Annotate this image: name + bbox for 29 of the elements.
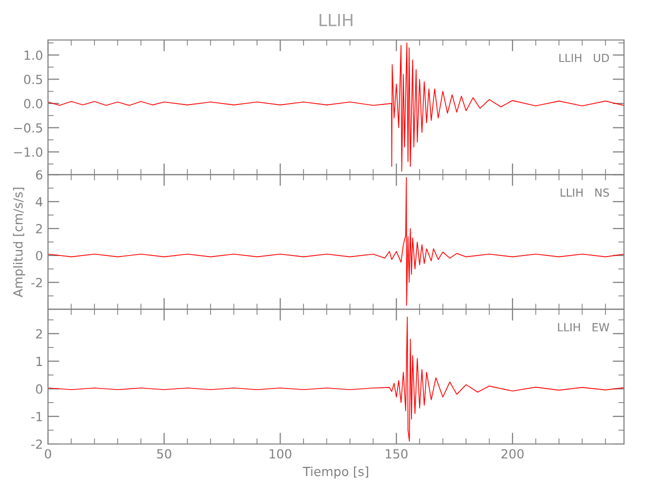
y-tick-label: 0	[36, 250, 42, 260]
y-tick-label: -2	[31, 439, 42, 449]
line-series	[48, 42, 624, 172]
x-tick-label: 0	[44, 449, 52, 459]
y-tick-label: −0.5	[14, 123, 42, 133]
y-tick-label: -2	[31, 278, 42, 288]
y-tick-label: 0.0	[24, 98, 42, 108]
x-tick-label: 100	[270, 449, 292, 459]
y-tick-label: 0	[36, 384, 42, 394]
chart-title: LLIH	[320, 14, 352, 26]
x-tick-label: 150	[386, 449, 408, 459]
y-tick-label: −1.0	[14, 147, 42, 157]
y-axis-title: Amplitud [cm/s/s]	[13, 188, 26, 298]
line-series	[48, 176, 624, 306]
y-tick-label: 4	[36, 197, 42, 206]
y-tick-label: 6	[36, 170, 42, 180]
y-tick-label: -1	[31, 412, 42, 422]
x-tick-label: 200	[502, 449, 524, 459]
x-axis-title: Tiempo [s]	[302, 466, 368, 479]
x-tick-label: 50	[157, 449, 172, 459]
annotation: LLIH EW	[558, 323, 610, 332]
y-tick-label: 1.0	[24, 50, 42, 60]
annotation: LLIH UD	[559, 54, 609, 62]
line-series	[48, 316, 624, 442]
y-tick-label: 1	[36, 356, 42, 366]
y-tick-label: 2	[36, 224, 42, 234]
y-tick-label: 2	[36, 329, 42, 338]
y-tick-label: 0.5	[24, 74, 42, 84]
annotation: LLIH NS	[560, 188, 609, 197]
